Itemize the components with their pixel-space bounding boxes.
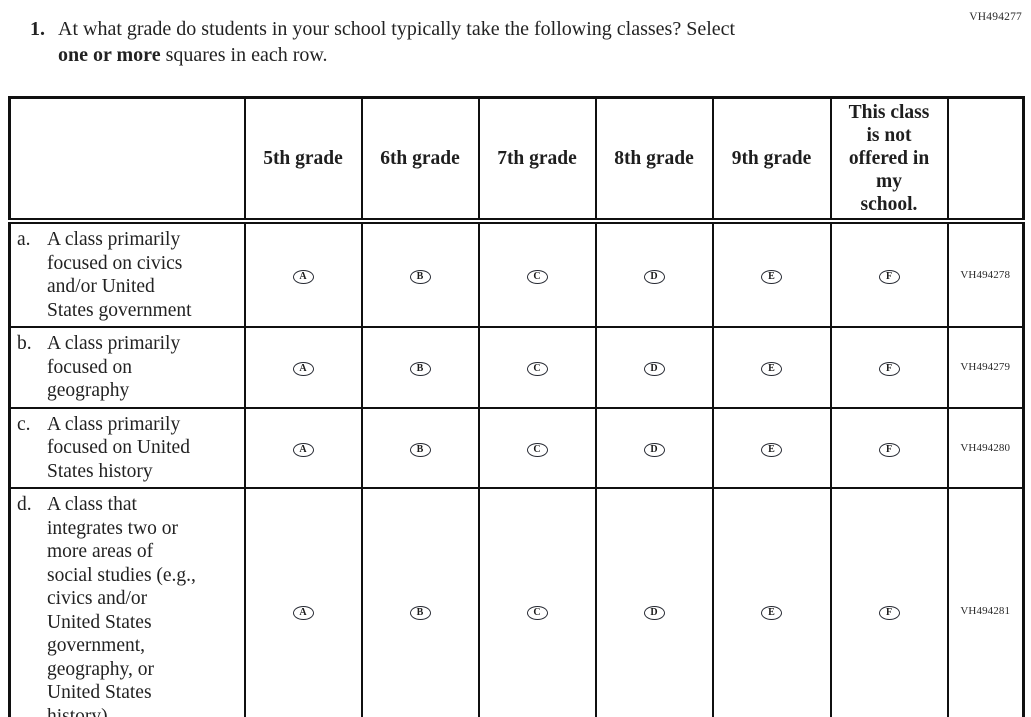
- row-a-option-cell-5th: A: [243, 220, 363, 328]
- question-line2-rest: squares in each row.: [160, 44, 328, 66]
- row-a-option-bubble-A[interactable]: A: [292, 270, 314, 284]
- row-b-code: VH494279: [946, 326, 1025, 409]
- row-d-option-cell-9th: E: [711, 487, 832, 717]
- row-a-option-cell-8th: D: [594, 220, 714, 328]
- row-a-label-cell: a. A class primarily focused on civics an…: [8, 220, 246, 328]
- row-c-option-cell-5th: A: [243, 406, 363, 489]
- row-c-option-cell-not-offered: F: [829, 406, 949, 489]
- row-b-option-bubble-A[interactable]: A: [292, 362, 314, 377]
- row-d-option-bubble-E[interactable]: E: [761, 605, 782, 620]
- header-7th-grade: 7th grade: [477, 96, 597, 224]
- row-c-option-bubble-C[interactable]: C: [526, 442, 548, 457]
- row-c-option-cell-7th: C: [477, 406, 597, 489]
- row-c-code: VH494280: [946, 406, 1025, 489]
- row-b-option-cell-7th: C: [477, 326, 597, 409]
- row-d-letter: d.: [17, 494, 32, 515]
- row-a-code: VH494278: [946, 220, 1025, 328]
- row-c-option-bubble-B[interactable]: B: [409, 442, 431, 457]
- header-not-offered: This class is not offered in my school.: [829, 96, 949, 224]
- header-6th-grade: 6th grade: [360, 96, 480, 224]
- row-c-label: A class primarily focused on United Stat…: [47, 413, 190, 482]
- table-row-a: a. A class primarily focused on civics an…: [8, 220, 1025, 328]
- row-d-option-bubble-A[interactable]: A: [292, 605, 314, 620]
- row-b-option-cell-8th: D: [594, 326, 714, 409]
- row-a-option-cell-7th: C: [477, 220, 597, 328]
- row-b-option-cell-9th: E: [711, 326, 832, 409]
- row-b-label: A class primarily focused on geography: [47, 333, 181, 401]
- row-c-option-cell-6th: B: [360, 406, 480, 489]
- question-block: 1. At what grade do students in your sch…: [30, 16, 910, 68]
- row-a-letter: a.: [17, 229, 31, 250]
- row-a-option-bubble-B[interactable]: B: [409, 270, 431, 284]
- header-8th-grade: 8th grade: [594, 96, 714, 224]
- table-row-d: d. A class that integrates two or more ar…: [8, 487, 1025, 717]
- row-d-option-cell-not-offered: F: [829, 487, 949, 717]
- row-c-label-cell: c. A class primarily focused on United St…: [8, 406, 246, 489]
- row-c-option-bubble-E[interactable]: E: [761, 442, 782, 457]
- row-d-option-bubble-D[interactable]: D: [643, 605, 665, 620]
- row-d-code: VH494281: [946, 487, 1025, 717]
- header-9th-grade: 9th grade: [711, 96, 832, 224]
- table-row-b: b. A class primarily focused on geography…: [8, 326, 1025, 409]
- row-b-label-cell: b. A class primarily focused on geography: [8, 326, 246, 409]
- row-d-option-cell-7th: C: [477, 487, 597, 717]
- row-a-option-bubble-E[interactable]: E: [761, 270, 782, 284]
- row-b-letter: b.: [17, 333, 32, 354]
- header-5th-grade: 5th grade: [243, 96, 363, 224]
- question-number: 1.: [30, 18, 45, 40]
- row-b-option-bubble-E[interactable]: E: [761, 362, 782, 377]
- row-b-option-cell-not-offered: F: [829, 326, 949, 409]
- row-a-option-cell-9th: E: [711, 220, 832, 328]
- question-text: At what grade do students in your school…: [58, 16, 735, 68]
- row-c-letter: c.: [17, 413, 31, 435]
- row-a-option-cell-6th: B: [360, 220, 480, 328]
- row-a-option-bubble-F[interactable]: F: [878, 270, 900, 284]
- question-bold-phrase: one or more: [58, 44, 161, 66]
- row-d-label-cell: d. A class that integrates two or more ar…: [8, 487, 246, 717]
- row-b-option-bubble-B[interactable]: B: [409, 362, 431, 377]
- row-c-option-bubble-F[interactable]: F: [878, 442, 900, 457]
- row-d-label: A class that integrates two or more area…: [47, 494, 196, 717]
- row-a-option-bubble-D[interactable]: D: [643, 270, 665, 284]
- question-line2: one or more squares in each row.: [58, 42, 735, 68]
- row-c-option-bubble-A[interactable]: A: [292, 442, 314, 457]
- row-b-option-cell-6th: B: [360, 326, 480, 409]
- row-a-option-cell-not-offered: F: [829, 220, 949, 328]
- question-line1: At what grade do students in your school…: [58, 18, 736, 40]
- table-row-c: c. A class primarily focused on United St…: [8, 406, 1025, 489]
- row-c-option-cell-9th: E: [711, 406, 832, 489]
- header-row: 5th grade 6th grade 7th grade 8th grade …: [8, 96, 1025, 224]
- row-d-option-bubble-C[interactable]: C: [526, 605, 548, 620]
- row-b-option-bubble-D[interactable]: D: [643, 362, 665, 377]
- row-d-option-cell-8th: D: [594, 487, 714, 717]
- row-d-option-bubble-F[interactable]: F: [878, 605, 900, 620]
- form-code: VH494277: [969, 11, 1022, 23]
- row-b-option-cell-5th: A: [243, 326, 363, 409]
- row-d-option-bubble-B[interactable]: B: [409, 605, 431, 620]
- header-empty-cell: [8, 96, 246, 224]
- row-a-label: A class primarily focused on civics and/…: [47, 229, 192, 321]
- grade-grid-table: 5th grade 6th grade 7th grade 8th grade …: [8, 96, 1025, 717]
- row-b-option-bubble-C[interactable]: C: [526, 362, 548, 377]
- row-a-option-bubble-C[interactable]: C: [526, 270, 548, 284]
- header-code-empty-cell: [946, 96, 1025, 224]
- row-c-option-cell-8th: D: [594, 406, 714, 489]
- row-b-option-bubble-F[interactable]: F: [878, 362, 900, 377]
- row-d-option-cell-6th: B: [360, 487, 480, 717]
- row-d-option-cell-5th: A: [243, 487, 363, 717]
- row-c-option-bubble-D[interactable]: D: [643, 442, 665, 457]
